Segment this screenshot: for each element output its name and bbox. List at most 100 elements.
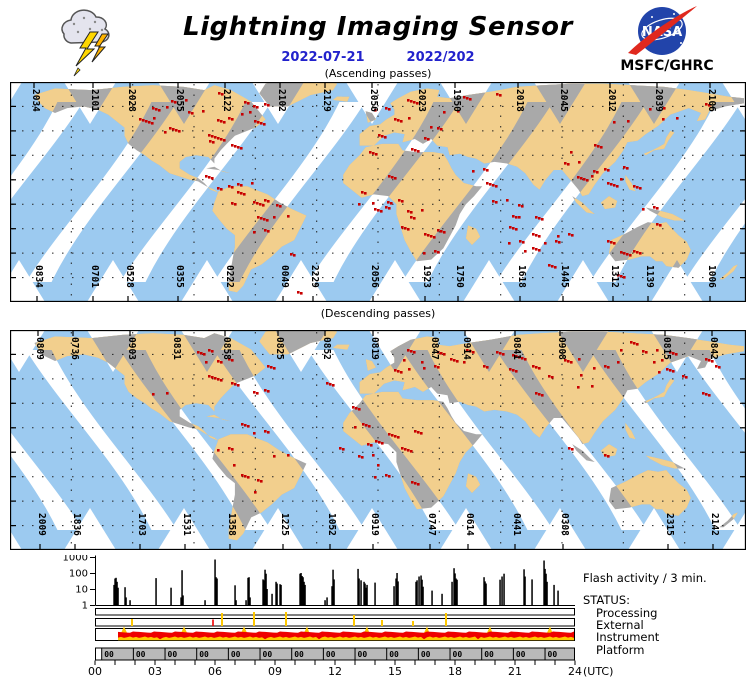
svg-text:0747: 0747 — [426, 513, 437, 536]
graticule — [12, 332, 744, 548]
svg-text:2129: 2129 — [321, 89, 332, 112]
svg-text:00: 00 — [199, 650, 209, 659]
svg-text:0847: 0847 — [429, 337, 440, 360]
instrument-red-band — [118, 631, 574, 640]
svg-text:00: 00 — [389, 650, 399, 659]
ascending-passes-map: 2034 2101 2028 2055 2122 2102 2129 2056 2023 1950… — [10, 82, 746, 302]
svg-text:(UTC): (UTC) — [583, 665, 613, 678]
nasa-logo-icon: NASA — [628, 6, 697, 55]
processing-status-box — [95, 608, 575, 616]
svg-text:1531: 1531 — [181, 513, 192, 536]
border-ticks — [10, 82, 746, 302]
page-title: Lightning Imaging Sensor — [183, 12, 573, 42]
svg-text:100: 100 — [69, 569, 88, 580]
svg-text:0914: 0914 — [461, 337, 472, 360]
svg-text:00: 00 — [231, 650, 241, 659]
svg-text:2056: 2056 — [368, 89, 379, 112]
svg-text:00: 00 — [516, 650, 526, 659]
lightning-flash-dots — [152, 341, 721, 494]
svg-text:2102: 2102 — [276, 89, 287, 112]
svg-text:1225: 1225 — [279, 513, 290, 536]
svg-text:21: 21 — [508, 665, 522, 678]
svg-text:0908: 0908 — [556, 337, 567, 360]
svg-text:2056: 2056 — [369, 265, 380, 288]
svg-text:2023: 2023 — [416, 89, 427, 112]
svg-text:0809: 0809 — [34, 337, 45, 360]
svg-text:1618: 1618 — [516, 265, 527, 288]
svg-text:2034: 2034 — [30, 89, 41, 112]
svg-text:2039: 2039 — [653, 89, 664, 112]
status-row-platform: Platform — [596, 643, 645, 657]
svg-text:1139: 1139 — [644, 265, 655, 288]
descending-caption: (Descending passes) — [320, 307, 436, 320]
svg-text:00: 00 — [421, 650, 431, 659]
svg-text:1052: 1052 — [326, 513, 337, 536]
svg-text:0834: 0834 — [33, 265, 44, 288]
svg-text:0831: 0831 — [171, 337, 182, 360]
svg-text:10: 10 — [75, 585, 88, 596]
svg-text:1006: 1006 — [706, 265, 717, 288]
svg-text:2229: 2229 — [309, 265, 320, 288]
x-axis: 00 03 06 09 12 15 18 21 24 (UTC) — [88, 660, 613, 678]
svg-text:15: 15 — [388, 665, 402, 678]
external-status-box — [95, 618, 575, 627]
svg-text:1312: 1312 — [609, 265, 620, 288]
border-ticks — [10, 330, 746, 550]
svg-text:2012: 2012 — [606, 89, 617, 112]
org-label: MSFC/GHRC — [620, 58, 714, 74]
svg-text:1923: 1923 — [421, 265, 432, 288]
svg-text:2028: 2028 — [126, 89, 137, 112]
svg-text:00: 00 — [294, 650, 304, 659]
svg-text:1000: 1000 — [63, 555, 88, 564]
svg-text:1445: 1445 — [559, 265, 570, 288]
svg-text:0049: 0049 — [279, 265, 290, 288]
svg-text:0903: 0903 — [126, 337, 137, 360]
lightning-flash-dots — [139, 92, 711, 295]
svg-text:00: 00 — [136, 650, 146, 659]
svg-text:0736: 0736 — [69, 337, 80, 360]
date-text: 2022-07-21 — [281, 50, 365, 65]
svg-text:00: 00 — [88, 665, 102, 678]
status-row-instrument: Instrument — [596, 630, 660, 644]
svg-text:0842: 0842 — [708, 337, 719, 360]
descending-passes-map: 0809 0736 0903 0831 0858 0825 0852 0819 0847 0914… — [10, 330, 746, 550]
svg-text:00: 00 — [168, 650, 178, 659]
svg-text:2315: 2315 — [664, 513, 675, 536]
external-status-spikes — [131, 612, 447, 626]
svg-text:1836: 1836 — [71, 513, 82, 536]
svg-text:0919: 0919 — [369, 513, 380, 536]
svg-text:03: 03 — [148, 665, 162, 678]
svg-text:2122: 2122 — [221, 89, 232, 112]
svg-text:0528: 0528 — [124, 265, 135, 288]
orbit-time-labels: 2034 2101 2028 2055 2122 2102 2129 2056 2023 1950… — [30, 89, 717, 288]
svg-text:0819: 0819 — [369, 337, 380, 360]
svg-text:00: 00 — [548, 650, 558, 659]
svg-text:24: 24 — [568, 665, 582, 678]
svg-text:2055: 2055 — [174, 89, 185, 112]
svg-text:2101: 2101 — [89, 89, 100, 112]
status-heading: STATUS: — [583, 593, 631, 607]
flash-activity-label: Flash activity / 3 min. — [583, 571, 707, 585]
svg-text:06: 06 — [208, 665, 222, 678]
svg-text:1: 1 — [82, 601, 88, 612]
platform-status-box — [95, 647, 575, 661]
ascending-caption: (Ascending passes) — [324, 67, 432, 80]
svg-text:00: 00 — [326, 650, 336, 659]
svg-text:2045: 2045 — [558, 89, 569, 112]
date-row: 2022-07-21 2022/202 — [0, 50, 756, 65]
svg-text:1703: 1703 — [136, 513, 147, 536]
svg-text:18: 18 — [448, 665, 462, 678]
svg-text:0852: 0852 — [321, 337, 332, 360]
status-row-external: External — [596, 618, 644, 632]
svg-text:0614: 0614 — [464, 513, 475, 536]
svg-text:0825: 0825 — [274, 337, 285, 360]
svg-text:0815: 0815 — [661, 337, 672, 360]
platform-segments: 00 00 00 00 00 00 00 00 00 00 00 00 00 00 00 — [101, 648, 558, 660]
svg-text:0355: 0355 — [174, 265, 185, 288]
svg-text:2106: 2106 — [706, 89, 717, 112]
svg-text:1358: 1358 — [226, 513, 237, 536]
svg-text:00: 00 — [263, 650, 273, 659]
svg-text:1950: 1950 — [451, 89, 462, 112]
